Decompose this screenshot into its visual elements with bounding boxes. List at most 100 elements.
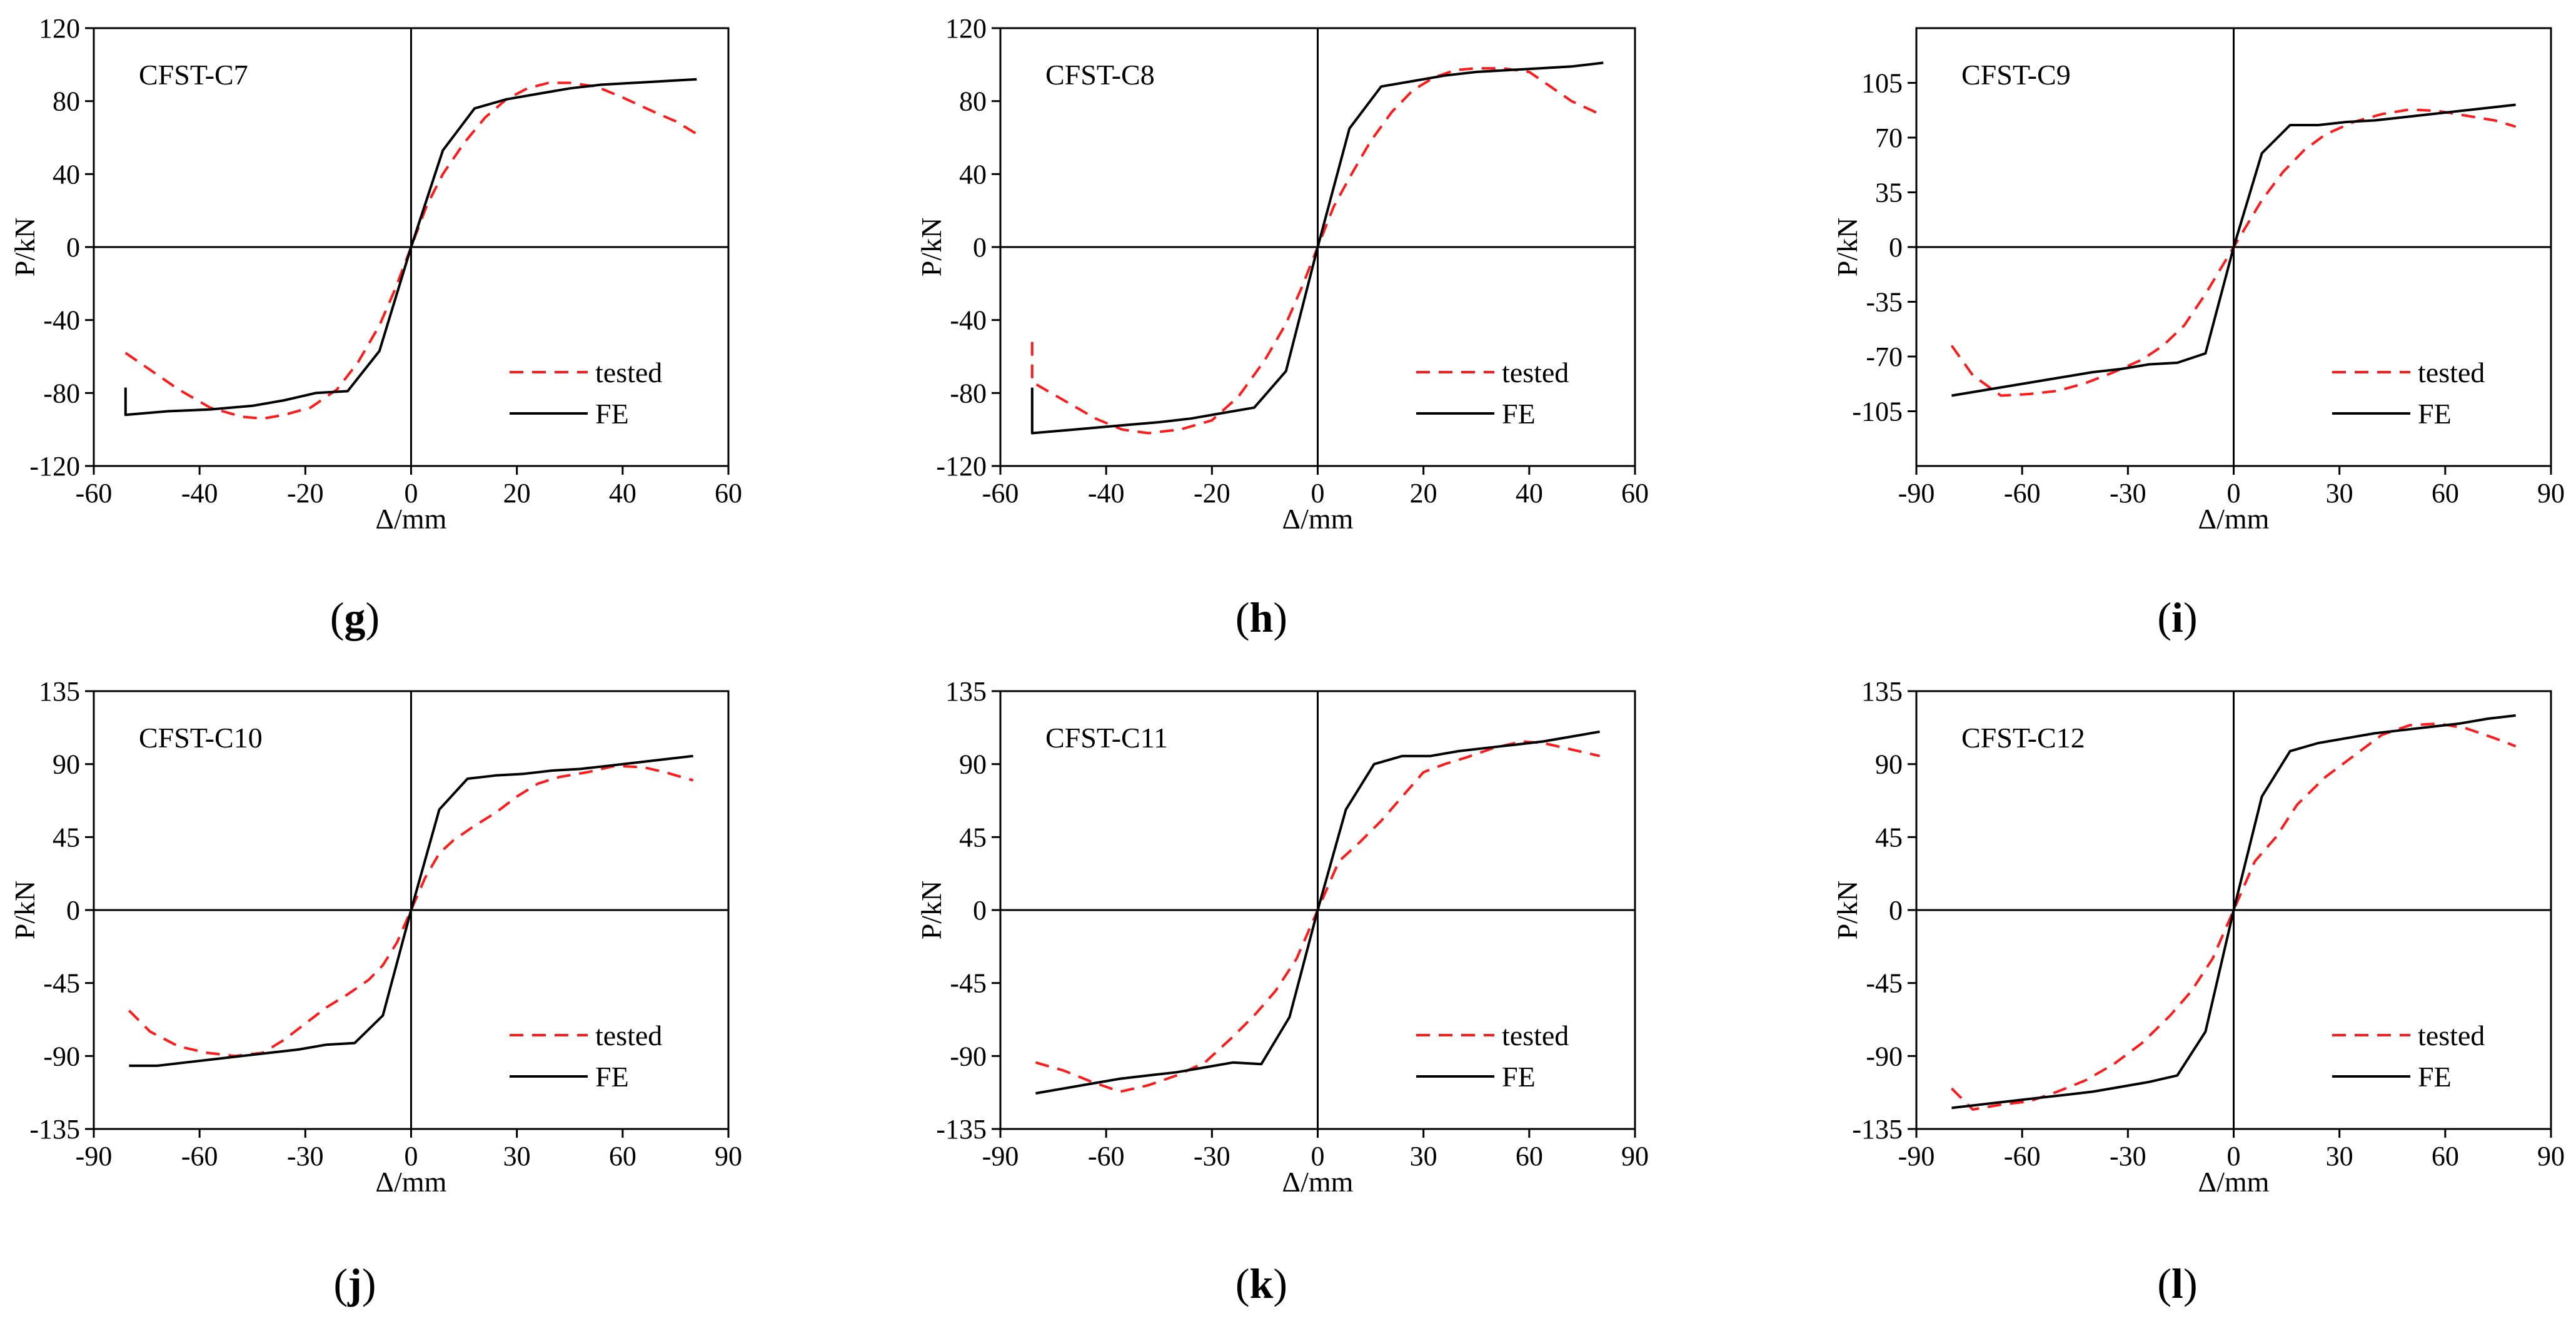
legend-label-tested: tested: [2418, 1020, 2485, 1051]
x-axis-title: Δ/mm: [376, 1166, 447, 1198]
y-tick-label: 45: [53, 822, 80, 853]
panel-letter: (g): [330, 594, 380, 641]
x-tick-label: 30: [2326, 1141, 2353, 1172]
y-tick-label: -120: [936, 451, 987, 482]
panel-letter: (k): [1235, 1260, 1287, 1307]
y-tick-label: 90: [1875, 749, 1903, 780]
y-tick-label: -80: [950, 378, 987, 408]
y-axis-title: P/kN: [915, 218, 947, 277]
x-axis-title: Δ/mm: [2198, 1166, 2270, 1198]
y-tick-label: 120: [945, 13, 987, 44]
chart-panel-i: -90 -60 -30 0 30 60 90 -105 -70 -35 0 35 70 105 Δ/mm P/…: [1831, 27, 2565, 641]
x-tick-label: 0: [2227, 478, 2241, 509]
panel-letter: (h): [1235, 594, 1287, 641]
y-axis-title: P/kN: [915, 881, 947, 940]
y-tick-label: -40: [950, 305, 987, 336]
y-axis-title: P/kN: [1831, 881, 1863, 940]
y-tick-label: 0: [1889, 895, 1903, 926]
panel-title: CFST-C9: [1961, 59, 2071, 91]
legend-label-tested: tested: [1502, 1020, 1569, 1051]
x-tick-label: 0: [1311, 1141, 1325, 1172]
chart-panel-j: -90 -60 -30 0 30 60 90-135-90-4504590135Δ/mmP/…: [9, 676, 742, 1307]
x-tick-label: 0: [405, 478, 418, 509]
series-line-tested: [1035, 740, 1601, 1093]
x-tick-label: -30: [287, 1141, 324, 1172]
y-tick-label: -70: [1866, 342, 1903, 372]
x-tick-label: -30: [1194, 1141, 1230, 1172]
x-tick-label: 40: [1516, 478, 1543, 509]
y-tick-label: -135: [1852, 1114, 1903, 1145]
y-tick-label: 90: [53, 749, 80, 780]
y-tick-label: -120: [29, 451, 80, 482]
x-tick-label: -20: [1194, 478, 1230, 509]
x-tick-label: -90: [76, 1141, 113, 1172]
x-tick-label: 60: [609, 1141, 636, 1172]
x-tick-label: 40: [609, 478, 636, 509]
series-line-fe: [129, 754, 693, 1067]
y-axis-title: P/kN: [9, 881, 41, 940]
panel-letter-value: i: [2171, 594, 2183, 641]
panel-letter: (j): [334, 1260, 376, 1307]
x-axis-title: Δ/mm: [2198, 503, 2270, 535]
y-tick-label: 40: [53, 159, 80, 190]
y-tick-label: 35: [1875, 178, 1903, 208]
x-tick-label: -40: [1088, 478, 1125, 509]
chart-panel-g: -60 -40 -20 0 20 40 60 -120 -80 -40 0 40 80 120 Δ/mm P/…: [9, 13, 742, 641]
x-tick-label: -60: [2004, 1141, 2041, 1172]
y-tick-label: -45: [43, 968, 80, 999]
y-tick-label: 80: [959, 86, 987, 117]
legend-label-fe: FE: [1502, 1061, 1536, 1093]
panel-title: CFST-C12: [1961, 722, 2085, 754]
y-tick-label: -90: [43, 1041, 80, 1071]
panel-letter: (l): [2157, 1260, 2197, 1307]
y-tick-label: 135: [1861, 676, 1903, 707]
series-line-tested: [1030, 67, 1604, 435]
series-line-fe: [1035, 730, 1600, 1095]
y-tick-label: 70: [1875, 123, 1903, 153]
series-line-fe: [1951, 714, 2516, 1110]
panel-letter-value: l: [2171, 1260, 2183, 1307]
y-tick-label: -105: [1852, 397, 1903, 427]
x-tick-label: -30: [2110, 1141, 2146, 1172]
y-axis-title: P/kN: [9, 218, 41, 277]
x-tick-label: 60: [2432, 1141, 2459, 1172]
x-tick-label: 60: [2432, 478, 2459, 509]
x-tick-label: 60: [1516, 1141, 1543, 1172]
y-tick-label: 0: [973, 895, 987, 926]
y-tick-label: 120: [39, 13, 80, 44]
x-tick-label: -60: [76, 478, 113, 509]
x-tick-label: 20: [503, 478, 531, 509]
y-tick-label: 40: [959, 159, 987, 190]
x-tick-label: 30: [1410, 1141, 1437, 1172]
y-tick-label: -90: [1866, 1041, 1903, 1071]
panel-letter-value: k: [1250, 1260, 1274, 1307]
legend-label-fe: FE: [595, 1061, 629, 1093]
x-tick-label: 30: [503, 1141, 531, 1172]
chart-panel-l: -90 -60 -30 0 30 60 90-135-90-4504590135Δ/mmP/…: [1831, 676, 2565, 1307]
legend-label-tested: tested: [2418, 357, 2485, 388]
y-tick-label: -35: [1866, 287, 1903, 318]
chart-panel-k: -90 -60 -30 0 30 60 90-135-90-4504590135Δ/mmP/…: [915, 676, 1649, 1307]
x-tick-label: 0: [2227, 1141, 2241, 1172]
panel-letter: (i): [2157, 594, 2197, 641]
legend-label-tested: tested: [595, 1020, 662, 1051]
y-tick-label: 90: [959, 749, 987, 780]
x-tick-label: 30: [2326, 478, 2353, 509]
x-tick-label: -90: [1898, 478, 1935, 509]
x-tick-label: -40: [181, 478, 218, 509]
legend-label-fe: FE: [2418, 398, 2452, 430]
series-line-fe: [1951, 103, 2516, 397]
legend-label-fe: FE: [595, 398, 629, 430]
y-tick-label: 0: [1889, 232, 1903, 263]
panel-title: CFST-C8: [1045, 59, 1155, 91]
x-tick-label: 60: [715, 478, 742, 509]
y-tick-label: 135: [39, 676, 80, 707]
x-tick-label: 60: [1621, 478, 1649, 509]
legend-label-tested: tested: [1502, 357, 1569, 388]
panel-letter-value: g: [345, 594, 366, 641]
panel-title: CFST-C7: [139, 59, 248, 91]
x-tick-label: -60: [982, 478, 1019, 509]
panel-title: CFST-C10: [139, 722, 263, 754]
x-tick-label: 90: [2537, 478, 2565, 509]
